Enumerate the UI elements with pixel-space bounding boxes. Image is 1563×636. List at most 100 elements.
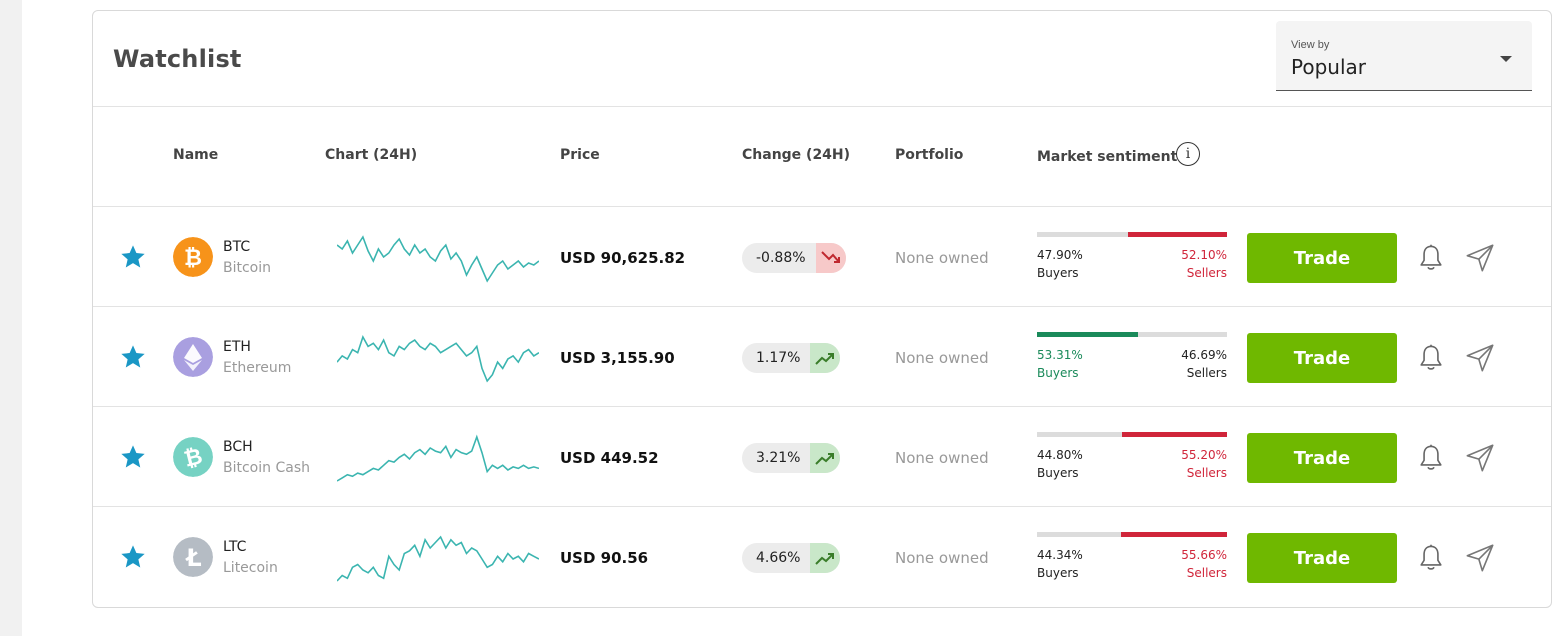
trend-down-icon bbox=[815, 243, 846, 273]
bell-icon[interactable] bbox=[1417, 243, 1445, 273]
send-icon[interactable] bbox=[1465, 443, 1495, 473]
svg-text:Ł: Ł bbox=[184, 544, 201, 572]
sellers-label: Sellers bbox=[1186, 266, 1227, 280]
column-portfolio: Portfolio bbox=[895, 147, 964, 163]
buyers-label: Buyers bbox=[1037, 266, 1079, 280]
watchlist-card: Watchlist View by Popular Name Chart (24… bbox=[92, 10, 1552, 608]
page-title: Watchlist bbox=[113, 45, 242, 73]
favorite-star-icon[interactable] bbox=[119, 543, 147, 571]
info-icon[interactable]: i bbox=[1176, 142, 1200, 166]
sellers-label: Sellers bbox=[1186, 466, 1227, 480]
buyers-percent: 44.80% bbox=[1037, 448, 1083, 462]
table-row: ₿ BTC Bitcoin USD 90,625.82 -0.88% None … bbox=[93, 207, 1551, 307]
trade-button[interactable]: Trade bbox=[1247, 533, 1397, 583]
sentiment-buyers-fill bbox=[1037, 332, 1139, 337]
sparkline-chart bbox=[337, 434, 539, 482]
change-badge: 3.21% bbox=[742, 443, 841, 473]
sentiment-bar bbox=[1037, 232, 1227, 237]
sparkline-chart bbox=[337, 335, 539, 383]
bell-icon[interactable] bbox=[1417, 543, 1445, 573]
sellers-label: Sellers bbox=[1186, 366, 1227, 380]
table-row: Ł LTC Litecoin USD 90.56 4.66% None owne… bbox=[93, 507, 1551, 607]
trend-up-icon bbox=[810, 443, 841, 473]
buyers-percent: 47.90% bbox=[1037, 248, 1083, 262]
asset-symbol[interactable]: ETH bbox=[223, 339, 251, 355]
portfolio-status: None owned bbox=[895, 449, 989, 467]
sentiment-bar bbox=[1037, 532, 1227, 537]
portfolio-status: None owned bbox=[895, 549, 989, 567]
view-by-value: Popular bbox=[1291, 55, 1366, 79]
asset-symbol[interactable]: LTC bbox=[223, 539, 247, 555]
sentiment-bar bbox=[1037, 332, 1227, 337]
asset-symbol[interactable]: BTC bbox=[223, 239, 251, 255]
asset-name: Ethereum bbox=[223, 360, 292, 376]
sentiment-sellers-fill bbox=[1121, 532, 1227, 537]
asset-name: Bitcoin bbox=[223, 260, 272, 276]
favorite-star-icon[interactable] bbox=[119, 443, 147, 471]
change-badge: 1.17% bbox=[742, 343, 841, 373]
change-value: 1.17% bbox=[756, 350, 801, 366]
trade-button[interactable]: Trade bbox=[1247, 433, 1397, 483]
sparkline-chart bbox=[337, 235, 539, 283]
change-badge: -0.88% bbox=[742, 243, 846, 273]
column-change: Change (24H) bbox=[742, 147, 851, 163]
asset-symbol[interactable]: BCH bbox=[223, 439, 253, 455]
send-icon[interactable] bbox=[1465, 543, 1495, 573]
sparkline-series bbox=[337, 335, 539, 383]
portfolio-status: None owned bbox=[895, 349, 989, 367]
buyers-percent: 44.34% bbox=[1037, 548, 1083, 562]
bell-icon[interactable] bbox=[1417, 343, 1445, 373]
change-badge: 4.66% bbox=[742, 543, 841, 573]
watchlist-header: Watchlist View by Popular bbox=[93, 11, 1551, 107]
portfolio-status: None owned bbox=[895, 249, 989, 267]
asset-price: USD 3,155.90 bbox=[560, 349, 675, 367]
send-icon[interactable] bbox=[1465, 343, 1495, 373]
svg-text:₿: ₿ bbox=[182, 444, 205, 473]
column-price: Price bbox=[560, 147, 600, 163]
chevron-down-icon bbox=[1500, 56, 1512, 62]
asset-name: Litecoin bbox=[223, 560, 278, 576]
asset-price: USD 449.52 bbox=[560, 449, 659, 467]
change-value: -0.88% bbox=[756, 250, 806, 266]
svg-text:₿: ₿ bbox=[184, 246, 202, 271]
favorite-star-icon[interactable] bbox=[119, 243, 147, 271]
change-value: 4.66% bbox=[756, 550, 801, 566]
table-row: ETH Ethereum USD 3,155.90 1.17% None own… bbox=[93, 307, 1551, 407]
bitcoin-cash-icon: ₿ bbox=[173, 437, 213, 477]
trade-button[interactable]: Trade bbox=[1247, 233, 1397, 283]
column-name: Name bbox=[173, 147, 219, 163]
sellers-percent: 52.10% bbox=[1181, 248, 1227, 262]
asset-name: Bitcoin Cash bbox=[223, 460, 310, 476]
change-value: 3.21% bbox=[756, 450, 801, 466]
buyers-label: Buyers bbox=[1037, 566, 1079, 580]
asset-price: USD 90.56 bbox=[560, 549, 649, 567]
trade-button[interactable]: Trade bbox=[1247, 333, 1397, 383]
trend-up-icon bbox=[810, 343, 841, 373]
sparkline-series bbox=[337, 235, 539, 283]
bitcoin-icon: ₿ bbox=[173, 237, 213, 277]
buyers-label: Buyers bbox=[1037, 466, 1079, 480]
sellers-percent: 55.66% bbox=[1181, 548, 1227, 562]
trend-up-icon bbox=[810, 543, 841, 573]
buyers-label: Buyers bbox=[1037, 366, 1079, 380]
sentiment-bar bbox=[1037, 432, 1227, 437]
sellers-label: Sellers bbox=[1186, 566, 1227, 580]
column-header-row: Name Chart (24H) Price Change (24H) Port… bbox=[93, 107, 1551, 207]
view-by-select[interactable]: View by Popular bbox=[1276, 21, 1532, 91]
favorite-star-icon[interactable] bbox=[119, 343, 147, 371]
sentiment-sellers-fill bbox=[1122, 432, 1227, 437]
sentiment-sellers-fill bbox=[1128, 232, 1227, 237]
column-sentiment: Market sentiment bbox=[1037, 149, 1178, 165]
send-icon[interactable] bbox=[1465, 243, 1495, 273]
asset-price: USD 90,625.82 bbox=[560, 249, 686, 267]
ethereum-icon bbox=[173, 337, 213, 377]
view-by-label: View by bbox=[1291, 39, 1330, 51]
sellers-percent: 46.69% bbox=[1181, 348, 1227, 362]
sellers-percent: 55.20% bbox=[1181, 448, 1227, 462]
sparkline-chart bbox=[337, 535, 539, 582]
bell-icon[interactable] bbox=[1417, 443, 1445, 473]
litecoin-icon: Ł bbox=[173, 537, 213, 577]
table-row: ₿ BCH Bitcoin Cash USD 449.52 3.21% None… bbox=[93, 407, 1551, 507]
page-side-strip bbox=[0, 0, 22, 636]
buyers-percent: 53.31% bbox=[1037, 348, 1083, 362]
